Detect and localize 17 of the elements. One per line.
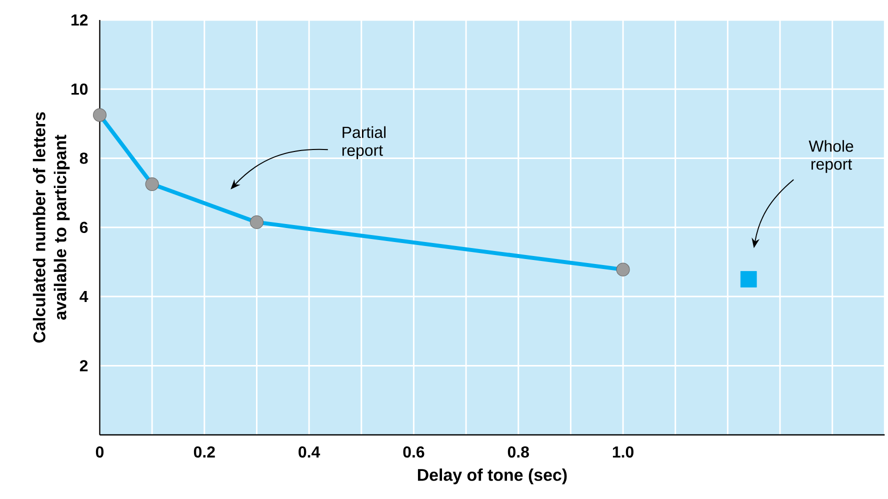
x-tick-label: 0.6	[403, 446, 424, 458]
y-tick-label: 2	[80, 360, 88, 372]
x-tick-label: 0.8	[508, 446, 529, 458]
x-tick-label: 1.0	[612, 446, 634, 458]
x-tick-label: 0	[96, 446, 104, 458]
annotation: Whole report	[808, 140, 854, 174]
y-axis-title: Calculated number of letters available to participant	[32, 112, 70, 343]
y-tick-label: 10	[71, 84, 88, 95]
x-tick-label: 0.4	[298, 446, 320, 458]
y-tick-label: 6	[80, 222, 88, 234]
y-tick-label: 8	[80, 152, 88, 164]
annotation: Partial report	[342, 126, 386, 160]
x-axis-title: Delay of tone (sec)	[418, 468, 567, 484]
y-tick-label: 4	[80, 291, 88, 302]
y-tick-label: 12	[71, 14, 88, 26]
x-tick-label: 0.2	[194, 446, 215, 458]
point	[740, 271, 757, 288]
